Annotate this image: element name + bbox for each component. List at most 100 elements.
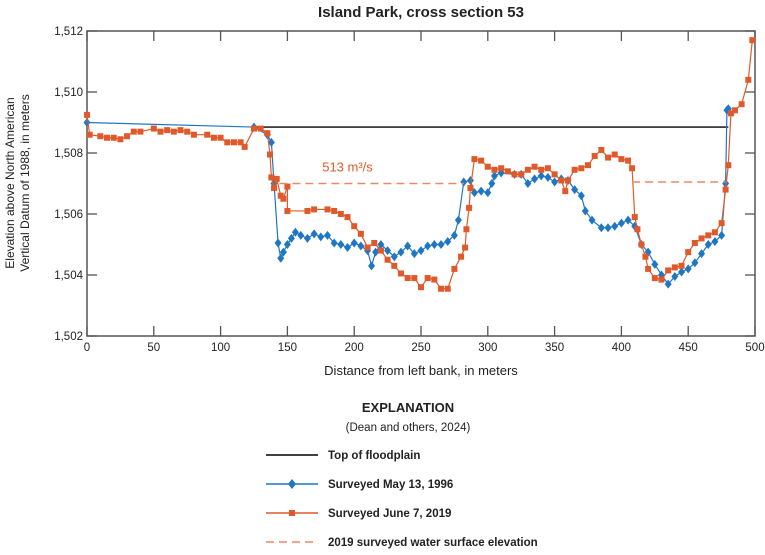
y-tick-label: 1,510 [54,87,83,99]
plot-frame [86,30,756,337]
point-surveyed-june-7-2019 [478,157,485,164]
point-surveyed-june-7-2019 [658,276,665,283]
legend-item-surveyed-may-13-1996: Surveyed May 13, 1996 [266,479,453,491]
point-surveyed-june-7-2019 [204,131,211,138]
point-surveyed-may-13-1996 [450,230,458,240]
legend-label: Surveyed May 13, 1996 [328,479,453,491]
point-surveyed-june-7-2019 [117,136,124,143]
point-surveyed-june-7-2019 [110,134,117,141]
point-surveyed-june-7-2019 [691,239,698,246]
point-surveyed-june-7-2019 [471,156,478,163]
legend-title: EXPLANATION [362,400,454,415]
point-surveyed-june-7-2019 [463,226,470,233]
x-tick-label: 450 [679,342,698,354]
point-surveyed-may-13-1996 [651,259,659,269]
point-surveyed-june-7-2019 [251,125,257,132]
point-surveyed-june-7-2019 [745,76,752,83]
point-surveyed-may-13-1996 [368,261,376,271]
point-surveyed-may-13-1996 [317,232,325,242]
point-surveyed-june-7-2019 [384,256,391,263]
series-surveyed-may-13-1996 [86,108,729,286]
point-surveyed-june-7-2019 [578,165,585,172]
x-tick-label: 100 [211,342,230,354]
point-surveyed-june-7-2019 [671,264,678,271]
point-surveyed-june-7-2019 [511,171,518,178]
point-surveyed-may-13-1996 [664,279,672,289]
point-surveyed-june-7-2019 [277,192,284,199]
point-surveyed-june-7-2019 [698,235,705,242]
point-surveyed-may-13-1996 [274,238,282,248]
point-surveyed-june-7-2019 [562,188,569,195]
point-surveyed-june-7-2019 [424,275,431,282]
point-surveyed-may-13-1996 [310,229,318,239]
point-surveyed-may-13-1996 [524,179,532,188]
point-surveyed-june-7-2019 [531,163,538,170]
point-surveyed-june-7-2019 [404,275,411,282]
point-surveyed-june-7-2019 [344,214,351,221]
y-tick-label: 1,502 [54,331,83,343]
point-surveyed-may-13-1996 [372,247,380,257]
point-surveyed-june-7-2019 [618,156,625,163]
point-surveyed-may-13-1996 [597,223,605,233]
chart-title: Island Park, cross section 53 [318,4,524,21]
point-surveyed-may-13-1996 [531,174,539,184]
point-surveyed-may-13-1996 [537,171,545,181]
point-surveyed-june-7-2019 [518,171,525,178]
discharge-annotation: 513 m³/s [322,159,373,174]
point-surveyed-june-7-2019 [634,226,641,233]
x-tick-label: 200 [345,342,364,354]
point-surveyed-may-13-1996 [466,175,474,185]
point-surveyed-june-7-2019 [324,206,331,213]
point-surveyed-may-13-1996 [337,240,345,249]
legend-label: Surveyed June 7, 2019 [328,508,451,520]
point-surveyed-june-7-2019 [264,130,271,137]
point-surveyed-june-7-2019 [284,183,291,190]
point-surveyed-june-7-2019 [210,134,217,141]
point-surveyed-may-13-1996 [430,240,438,249]
y-tick-label: 1,504 [54,270,83,282]
point-surveyed-may-13-1996 [291,227,299,237]
point-surveyed-may-13-1996 [611,221,619,231]
point-surveyed-june-7-2019 [504,168,511,175]
point-surveyed-june-7-2019 [605,154,612,161]
point-surveyed-may-13-1996 [350,238,358,248]
legend-item-surveyed-june-7-2019: Surveyed June 7, 2019 [266,508,451,520]
x-tick-label: 0 [84,342,90,354]
point-surveyed-may-13-1996 [581,206,589,216]
point-surveyed-june-7-2019 [268,174,275,181]
point-surveyed-may-13-1996 [718,230,726,240]
point-surveyed-june-7-2019 [418,284,424,291]
point-surveyed-june-7-2019 [611,151,618,158]
point-surveyed-june-7-2019 [738,101,745,108]
point-surveyed-june-7-2019 [631,214,638,221]
point-surveyed-june-7-2019 [130,128,137,135]
x-tick-label: 500 [745,342,764,354]
x-tick-label: 350 [545,342,564,354]
point-surveyed-may-13-1996 [544,172,552,182]
x-tick-label: 400 [612,342,631,354]
point-surveyed-may-13-1996 [571,185,579,195]
point-surveyed-june-7-2019 [591,153,598,160]
point-surveyed-june-7-2019 [722,186,729,193]
point-surveyed-june-7-2019 [124,133,131,140]
point-surveyed-june-7-2019 [86,131,93,138]
point-surveyed-june-7-2019 [271,185,278,192]
point-surveyed-may-13-1996 [444,236,452,246]
point-surveyed-june-7-2019 [629,165,636,172]
y-axis-label-line2: Vertical Datum of 1988, in meters [18,94,32,271]
legend-diamond-marker [288,479,296,489]
point-surveyed-may-13-1996 [577,191,585,201]
point-surveyed-june-7-2019 [678,262,685,269]
point-surveyed-may-13-1996 [277,253,285,263]
point-surveyed-june-7-2019 [104,134,111,141]
point-surveyed-may-13-1996 [279,247,287,257]
point-surveyed-june-7-2019 [337,211,344,217]
point-surveyed-may-13-1996 [410,249,418,259]
legend-item-2019-surveyed-water-surface-elevation: 2019 surveyed water surface elevation [266,537,538,549]
point-surveyed-june-7-2019 [491,166,498,173]
point-surveyed-june-7-2019 [625,157,632,164]
point-surveyed-may-13-1996 [357,241,365,251]
point-surveyed-may-13-1996 [377,240,385,249]
point-surveyed-may-13-1996 [437,240,445,249]
